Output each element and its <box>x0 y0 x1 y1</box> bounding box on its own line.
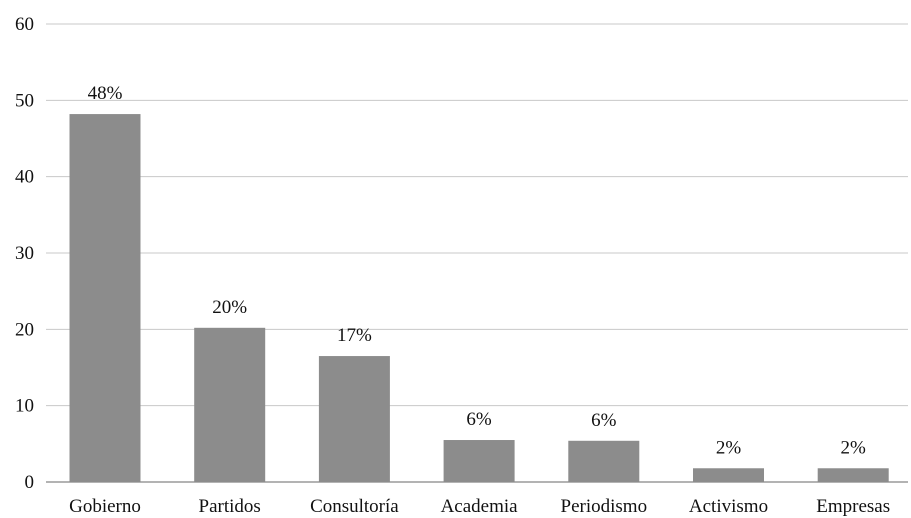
x-tick-label: Consultoría <box>310 496 399 517</box>
y-tick-label: 0 <box>25 472 35 493</box>
data-labels: 48% 20% 17% 6% 6% 2% 2% <box>88 83 866 458</box>
y-tick-label: 50 <box>15 90 34 111</box>
y-tick-label: 30 <box>15 243 34 264</box>
y-tick-label: 10 <box>15 396 34 417</box>
y-tick-label: 20 <box>15 319 34 340</box>
bar <box>194 327 266 482</box>
bars <box>69 114 889 482</box>
y-axis-tick-labels: 0 10 20 30 40 50 60 <box>15 14 34 493</box>
gridlines <box>46 23 908 483</box>
bar <box>693 468 764 482</box>
data-label: 2% <box>716 437 742 458</box>
x-tick-label: Empresas <box>816 496 890 517</box>
data-label: 2% <box>841 437 867 458</box>
bar <box>318 356 390 482</box>
data-label: 20% <box>212 297 247 318</box>
data-label: 17% <box>337 325 372 346</box>
x-tick-label: Partidos <box>199 496 261 517</box>
bar <box>817 468 889 482</box>
y-tick-label: 60 <box>15 14 34 35</box>
data-label: 48% <box>88 83 123 104</box>
x-axis-tick-labels: Gobierno Partidos Consultoría Academia Perio… <box>69 496 890 517</box>
data-label: 6% <box>466 409 492 430</box>
bar <box>69 114 141 482</box>
bar <box>568 440 640 482</box>
x-tick-label: Periodismo <box>561 496 648 517</box>
y-tick-label: 40 <box>15 167 34 188</box>
x-tick-label: Academia <box>441 496 519 517</box>
x-tick-label: Activismo <box>689 496 768 517</box>
x-tick-label: Gobierno <box>69 496 141 517</box>
bar <box>443 440 515 482</box>
data-label: 6% <box>591 410 617 431</box>
